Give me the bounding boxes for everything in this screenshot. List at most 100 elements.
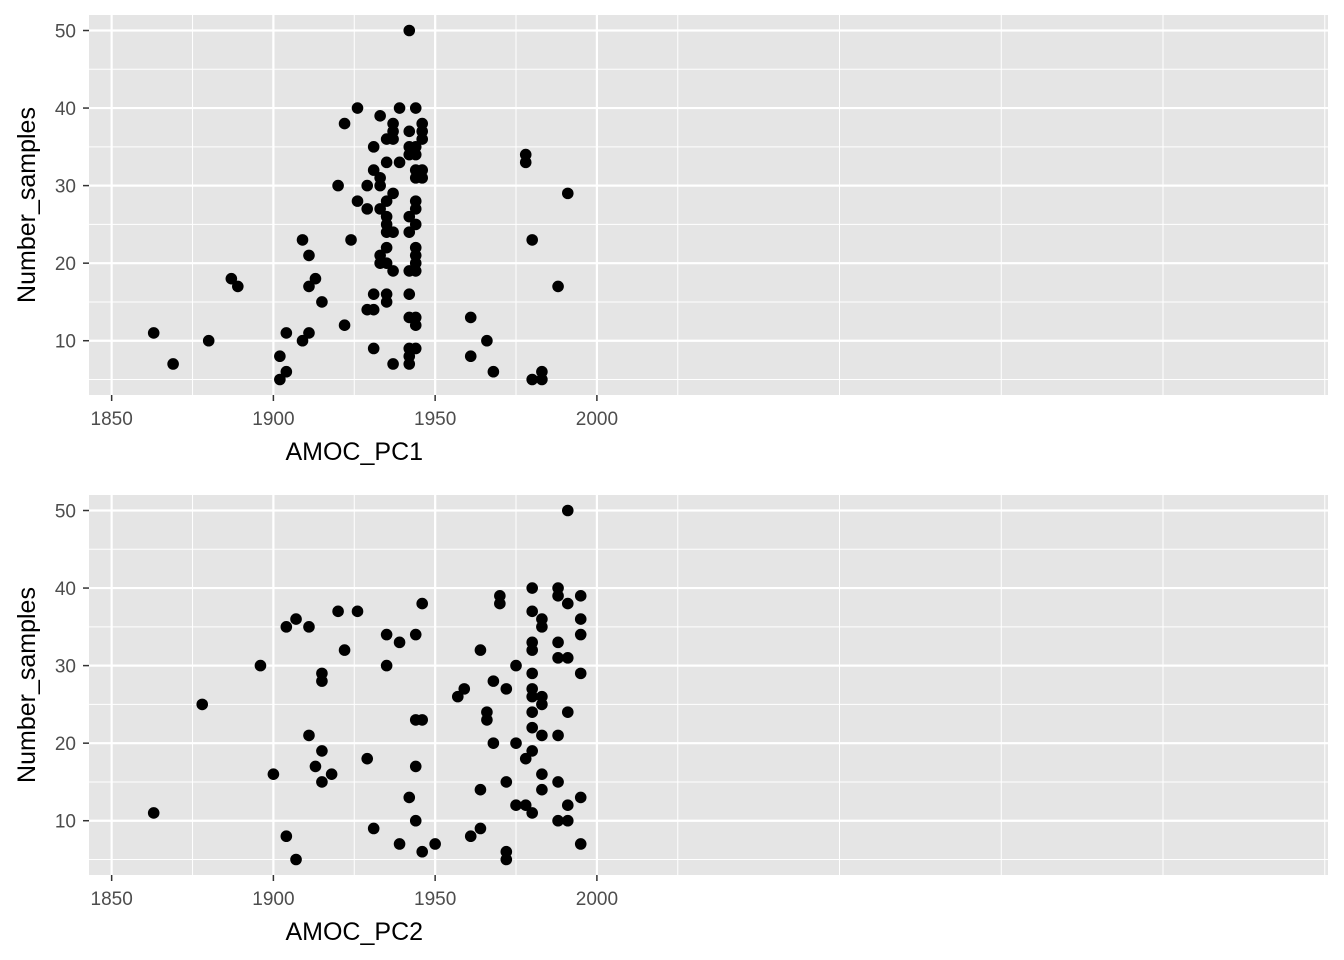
data-point	[409, 760, 422, 773]
y-axis-title: Number_samples	[13, 587, 41, 783]
y-tick-label: 10	[55, 332, 76, 353]
data-point	[332, 605, 344, 618]
data-point	[361, 179, 374, 192]
data-point	[574, 667, 587, 680]
data-point	[393, 838, 406, 850]
data-point	[367, 342, 380, 355]
data-point	[416, 597, 429, 610]
data-point	[561, 504, 574, 517]
data-point	[536, 768, 548, 780]
data-point	[481, 714, 493, 726]
data-point	[361, 203, 374, 215]
data-point	[526, 644, 538, 656]
data-point	[351, 195, 364, 207]
data-point	[367, 141, 380, 153]
data-point	[474, 822, 487, 835]
data-point	[574, 590, 587, 602]
data-point	[290, 853, 302, 866]
x-tick-label: 1850	[91, 889, 133, 910]
data-point	[494, 597, 506, 610]
data-point	[380, 156, 393, 169]
x-tick-label: 1950	[414, 409, 456, 430]
data-point	[367, 822, 380, 835]
data-point	[367, 164, 380, 176]
data-point	[303, 280, 315, 293]
data-point	[296, 334, 309, 347]
y-tick-label: 10	[55, 812, 76, 833]
data-point	[526, 690, 538, 703]
plot-panel-background	[89, 495, 1328, 875]
data-point	[380, 257, 393, 269]
data-point	[416, 172, 429, 184]
y-tick-label: 30	[55, 657, 76, 678]
data-point	[338, 644, 351, 656]
data-point	[409, 814, 422, 827]
data-point	[526, 234, 538, 246]
x-tick-label: 1950	[414, 889, 456, 910]
x-tick-label: 2000	[576, 409, 618, 430]
data-point	[526, 605, 538, 618]
data-point	[325, 768, 338, 780]
data-point	[474, 783, 487, 796]
data-point	[416, 845, 429, 858]
data-point	[552, 590, 564, 602]
x-tick-label: 2000	[576, 889, 618, 910]
data-point	[519, 799, 532, 812]
data-point	[361, 752, 374, 765]
data-point	[387, 226, 399, 238]
data-point	[387, 265, 399, 277]
data-point	[519, 752, 532, 765]
data-point	[536, 373, 548, 386]
data-point	[403, 125, 416, 138]
chart-panel-2: 1850 1900 1950 2000 10 20 30 40 50 AMOC_PC2 Number…	[13, 495, 1328, 946]
data-point	[552, 636, 564, 649]
data-point	[464, 311, 477, 324]
data-point	[526, 745, 538, 757]
data-point	[552, 280, 564, 293]
data-point	[409, 628, 422, 641]
data-point	[403, 791, 416, 804]
data-point	[403, 24, 416, 37]
data-point	[225, 272, 238, 285]
data-point	[296, 234, 309, 246]
y-tick-label: 30	[55, 177, 76, 198]
data-point	[561, 187, 574, 200]
data-point	[280, 621, 293, 633]
data-point	[487, 675, 500, 687]
data-point	[561, 652, 574, 664]
data-point	[409, 342, 422, 355]
data-point	[561, 814, 574, 827]
data-point	[303, 621, 315, 633]
data-point	[303, 327, 315, 339]
data-point	[380, 296, 393, 308]
data-point	[316, 296, 328, 308]
data-point	[380, 659, 393, 672]
data-point	[374, 203, 386, 215]
data-point	[500, 683, 513, 695]
chart-panel-1: 1850 1900 1950 2000 10 20 30 40 50 AMOC_PC1 Number…	[13, 15, 1328, 466]
data-point	[403, 358, 416, 370]
data-point	[338, 319, 351, 332]
data-point	[387, 133, 399, 145]
data-point	[552, 814, 564, 827]
data-point	[464, 350, 477, 363]
data-point	[387, 187, 399, 200]
data-point	[316, 745, 328, 757]
data-point	[403, 210, 416, 223]
data-point	[374, 110, 386, 122]
data-point	[380, 628, 393, 641]
x-tick-label: 1850	[91, 409, 133, 430]
data-point	[147, 327, 160, 339]
y-tick-label: 40	[55, 579, 76, 600]
data-point	[536, 621, 548, 633]
data-point	[367, 303, 380, 316]
data-point	[280, 830, 293, 843]
data-point	[303, 729, 315, 742]
data-point	[316, 675, 328, 687]
data-point	[290, 613, 302, 625]
data-point	[474, 644, 487, 656]
data-point	[552, 776, 564, 788]
data-point	[561, 597, 574, 610]
data-point	[316, 776, 328, 788]
